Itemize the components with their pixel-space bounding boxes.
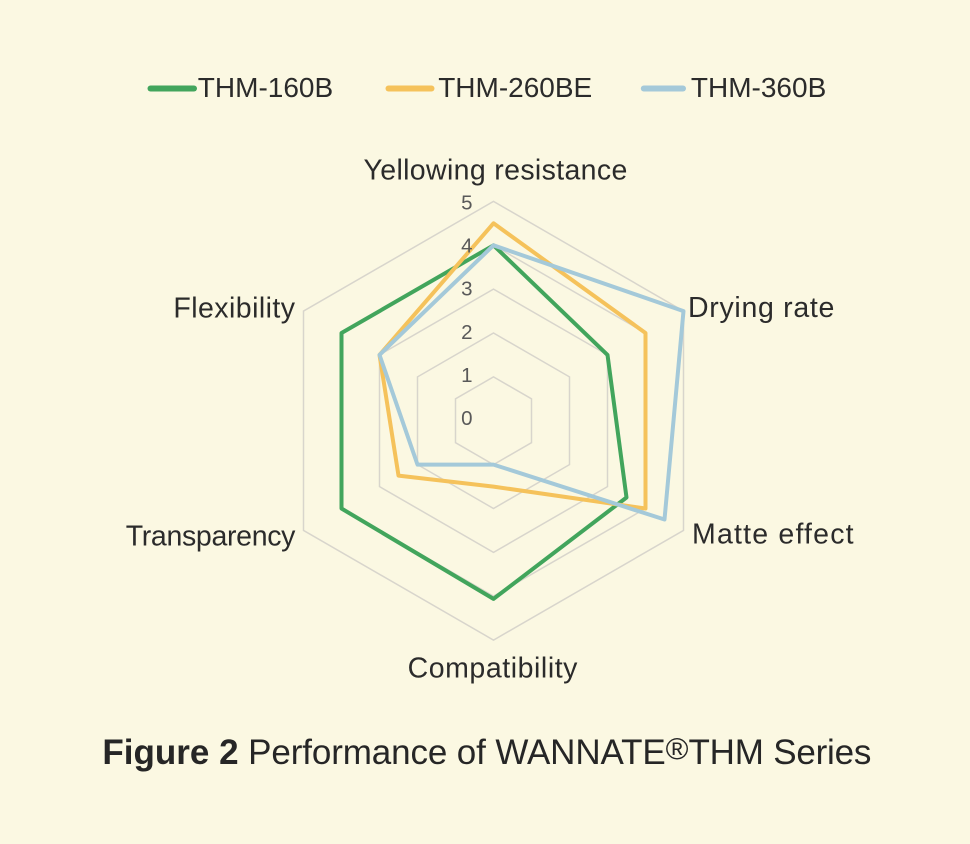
svg-text:THM-360B: THM-360B <box>691 72 826 103</box>
svg-text:1: 1 <box>461 364 472 387</box>
svg-text:Matte effect: Matte effect <box>692 518 855 550</box>
svg-text:Compatibility: Compatibility <box>408 653 579 685</box>
svg-text:Drying rate: Drying rate <box>688 292 835 324</box>
svg-text:THM-260BE: THM-260BE <box>438 72 592 103</box>
svg-text:4: 4 <box>461 235 472 258</box>
svg-text:Yellowing resistance: Yellowing resistance <box>364 154 628 186</box>
svg-text:Flexibility: Flexibility <box>173 292 295 324</box>
svg-text:2: 2 <box>461 321 472 344</box>
svg-text:0: 0 <box>461 407 472 430</box>
svg-text:THM-160B: THM-160B <box>198 72 333 103</box>
svg-text:Transparency: Transparency <box>126 520 296 552</box>
svg-text:5: 5 <box>461 191 472 214</box>
svg-text:Figure 2 Performance of WANNAT: Figure 2 Performance of WANNATE®THM Seri… <box>102 732 871 773</box>
svg-text:3: 3 <box>461 278 472 301</box>
